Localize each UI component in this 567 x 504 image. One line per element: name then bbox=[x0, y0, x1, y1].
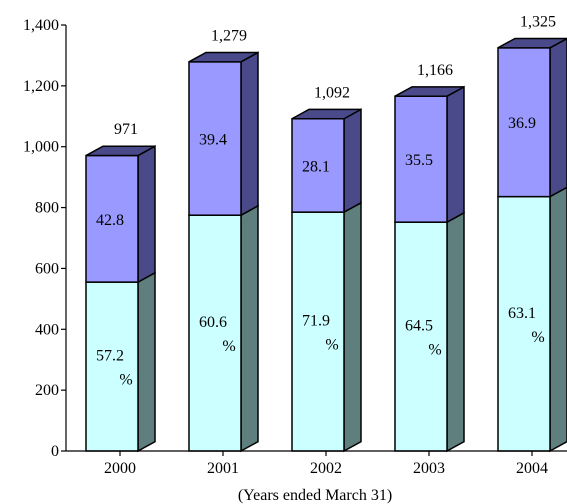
segment-value-label: 42.8 bbox=[96, 212, 124, 229]
segment-value-label: 28.1 bbox=[302, 158, 330, 175]
bars: 57.2% 42.8 971 60.6% 39.4 1,279 71.9% 28.1 1,092… bbox=[85, 13, 567, 453]
y-tick-label: 1,200 bbox=[23, 78, 59, 95]
x-tick-label: 2000 bbox=[104, 460, 136, 477]
bar-segment bbox=[497, 195, 551, 452]
bar-top-face bbox=[394, 86, 465, 97]
y-tick-label: 1,000 bbox=[23, 139, 59, 156]
y-tick-label: 200 bbox=[35, 382, 59, 399]
bar-group-2001: 60.6% 39.4 1,279 bbox=[188, 27, 259, 453]
bar-segment bbox=[188, 61, 242, 216]
segment-value-label: 35.5 bbox=[405, 152, 433, 169]
bar-side-face bbox=[240, 51, 259, 217]
x-axis: 2000 2001 2002 2003 2004 bbox=[66, 450, 567, 477]
segment-value-label: 36.9 bbox=[508, 115, 536, 132]
bar-total-label: 971 bbox=[114, 121, 138, 138]
y-tick-label: 800 bbox=[35, 200, 59, 217]
segment-value-label: 60.6 bbox=[199, 314, 227, 331]
bar-group-2000: 57.2% 42.8 971 bbox=[85, 121, 156, 453]
x-tick-label: 2002 bbox=[310, 460, 342, 477]
bar-top-face bbox=[497, 37, 567, 49]
bar-segment bbox=[291, 117, 345, 213]
bar-top-face bbox=[291, 108, 362, 120]
segment-value-label: 63.1 bbox=[508, 305, 536, 322]
bar-side-face bbox=[137, 144, 156, 284]
bar-segment bbox=[394, 95, 448, 223]
bar-segment bbox=[291, 211, 345, 452]
bar-side-face bbox=[240, 204, 259, 453]
bar-segment bbox=[188, 214, 242, 452]
bar-group-2002: 71.9% 28.1 1,092 bbox=[291, 84, 362, 453]
segment-value-label: % bbox=[119, 372, 132, 389]
bar-total-label: 1,279 bbox=[211, 27, 247, 44]
y-tick-label: 600 bbox=[35, 260, 59, 277]
bar-segment bbox=[85, 281, 139, 452]
y-tick-label: 400 bbox=[35, 321, 59, 338]
bar-side-face bbox=[343, 201, 362, 453]
y-tick-label: 0 bbox=[51, 443, 59, 460]
x-axis-title: (Years ended March 31) bbox=[238, 487, 392, 504]
x-tick-label: 2003 bbox=[413, 460, 445, 477]
segment-value-label: 71.9 bbox=[302, 313, 330, 330]
bar-total-label: 1,166 bbox=[417, 62, 453, 79]
bar-total-label: 1,325 bbox=[520, 13, 556, 30]
bar-total-label: 1,092 bbox=[314, 84, 350, 101]
bar-side-face bbox=[446, 211, 465, 453]
x-tick-label: 2001 bbox=[207, 460, 239, 477]
segment-value-label: % bbox=[325, 337, 338, 354]
bar-side-face bbox=[549, 186, 567, 453]
bar-side-face bbox=[137, 271, 156, 453]
bar-segment bbox=[85, 154, 139, 283]
segment-value-label: 57.2 bbox=[96, 348, 124, 365]
bar-group-2004: 63.1% 36.9 1,325 bbox=[497, 13, 567, 453]
bar-segment bbox=[394, 221, 448, 452]
bar-side-face bbox=[343, 108, 362, 214]
bar-group-2003: 64.5% 35.5 1,166 bbox=[394, 62, 465, 453]
x-tick-label: 2004 bbox=[516, 460, 548, 477]
y-tick-label: 1,400 bbox=[23, 17, 59, 34]
segment-value-label: 64.5 bbox=[405, 318, 433, 335]
bar-top-face bbox=[85, 145, 156, 157]
segment-value-label: % bbox=[531, 329, 544, 346]
segment-value-label: % bbox=[222, 338, 235, 355]
y-axis: 0 200 400 600 800 1,000 1,200 1,400 bbox=[23, 17, 67, 460]
bar-top-face bbox=[188, 51, 259, 63]
segment-value-label: 39.4 bbox=[199, 131, 227, 148]
segment-value-label: % bbox=[428, 342, 441, 359]
bar-side-face bbox=[549, 37, 567, 198]
bar-side-face bbox=[446, 85, 465, 224]
